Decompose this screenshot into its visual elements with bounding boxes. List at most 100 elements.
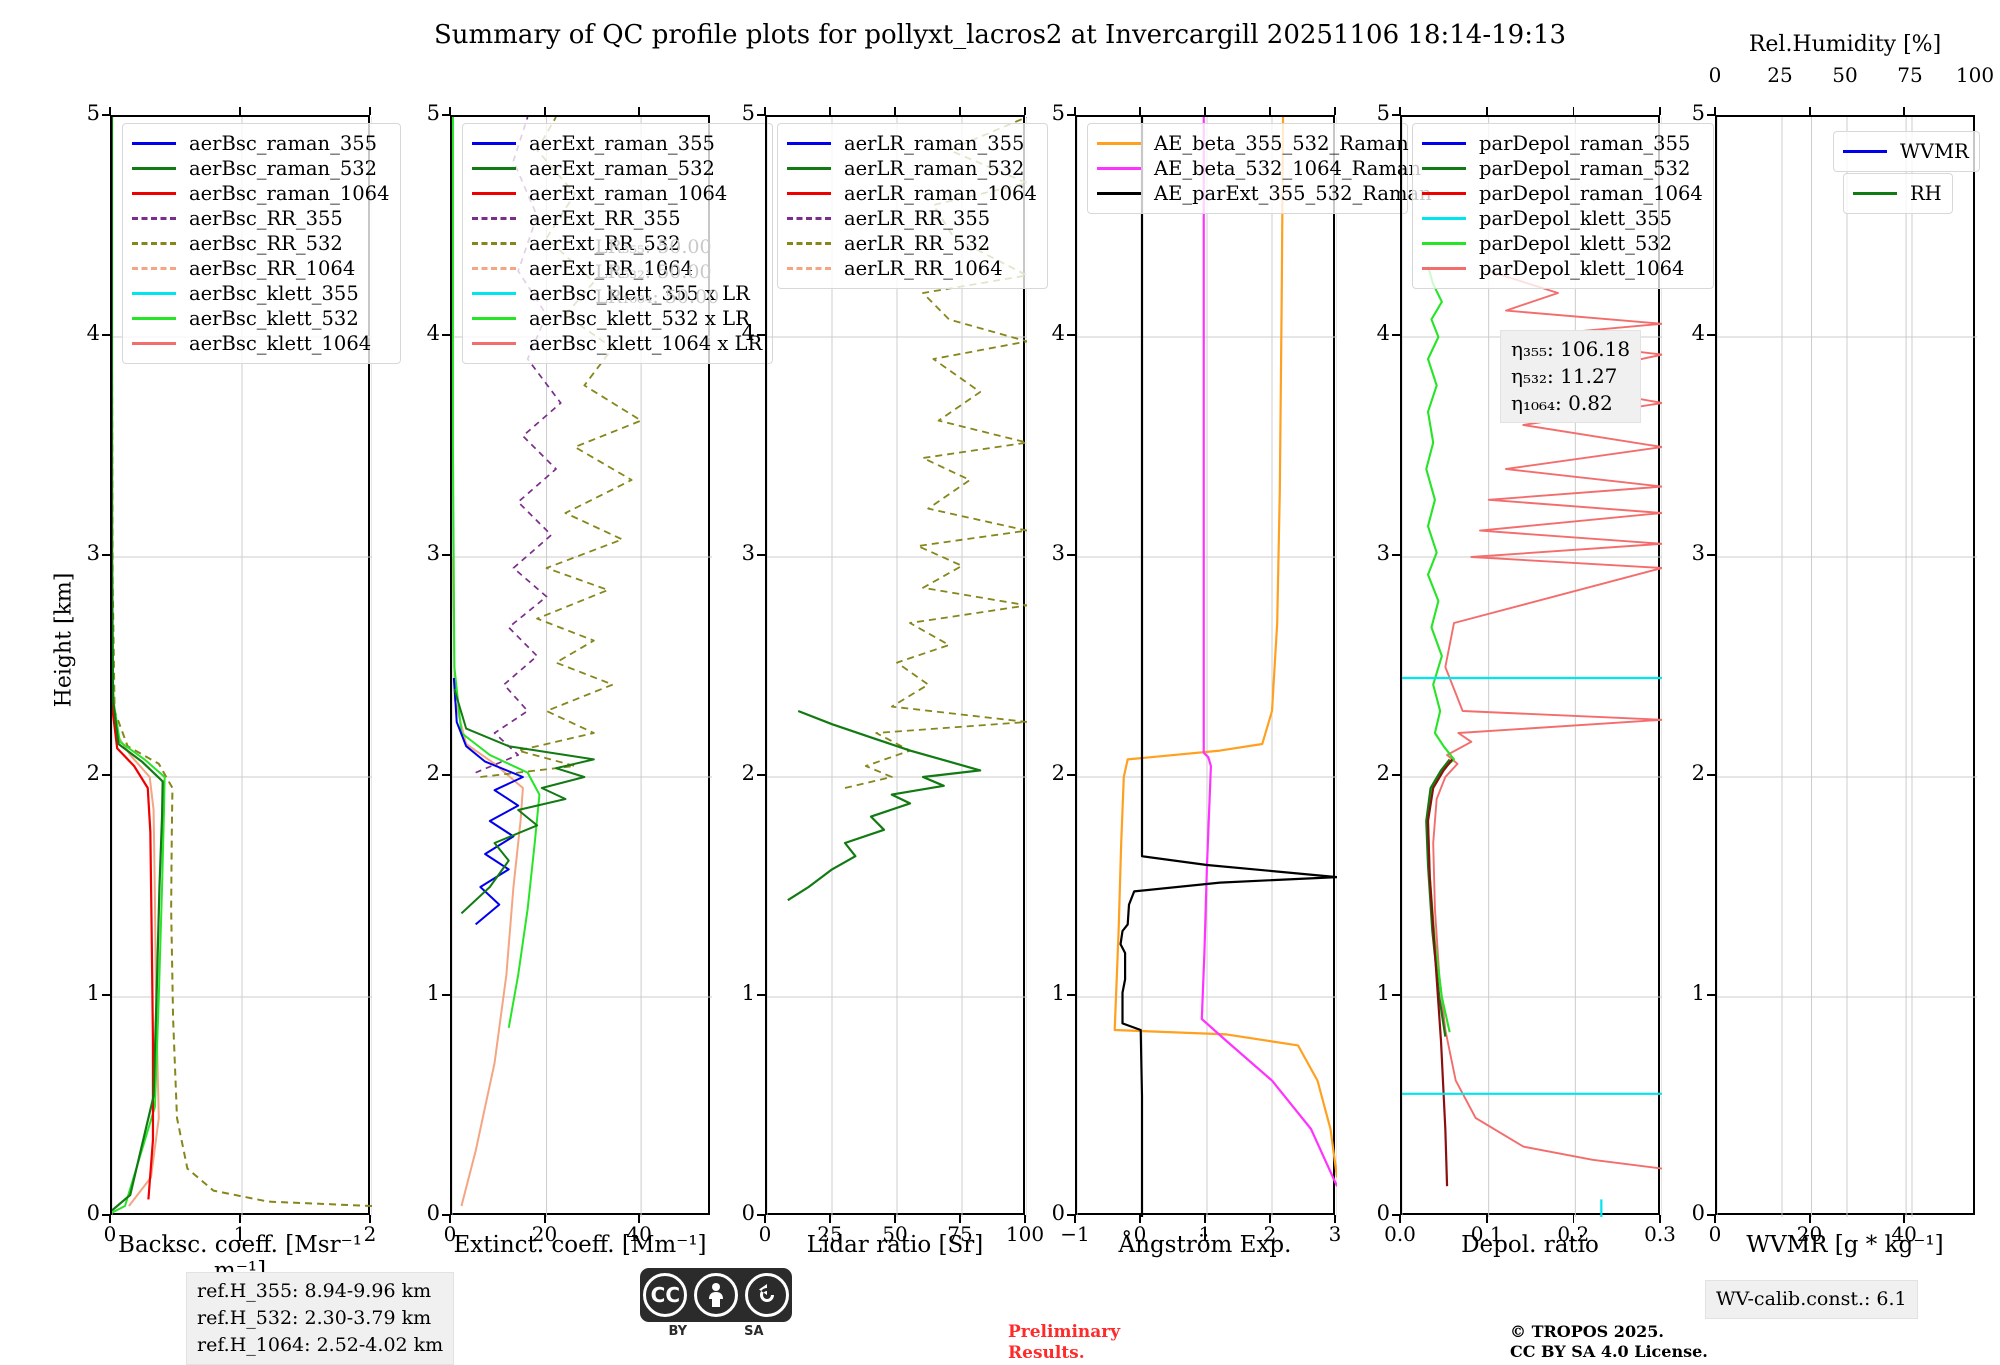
legend-swatch-icon — [472, 192, 516, 195]
x-tickmark-top — [1808, 107, 1811, 115]
legend-swatch-icon — [472, 217, 516, 220]
y-tickmark — [442, 334, 450, 336]
legend-swatch-icon — [1097, 142, 1141, 145]
x-tickmark — [829, 1215, 831, 1223]
legend-extinction[interactable]: aerExt_raman_355 aerExt_raman_532 aerExt_r… — [462, 123, 774, 364]
legend-backscatter[interactable]: aerBsc_raman_355 aerBsc_raman_532 aerBsc_r… — [122, 123, 401, 364]
y-tick-wvmr-rh-4: 4 — [1691, 321, 1705, 345]
legend-swatch-icon — [1422, 167, 1466, 170]
legend-swatch-icon — [787, 217, 831, 220]
x-tickmark — [109, 1215, 111, 1223]
y-tickmark — [102, 114, 110, 116]
legend-swatch-icon — [472, 142, 516, 145]
legend-label: aerBsc_raman_355 — [189, 132, 378, 155]
y-tickmark — [757, 774, 765, 776]
x-tickmark — [1485, 1215, 1488, 1223]
y-tick-lidar-ratio-5: 5 — [741, 101, 755, 125]
y-tickmark — [442, 114, 450, 116]
y-tick-depolarization-1: 1 — [1376, 981, 1390, 1005]
legend-depolarization[interactable]: parDepol_raman_355 parDepol_raman_532 parD… — [1412, 123, 1714, 289]
x-axis-label-angstrom: Ångström Exp. — [1118, 1232, 1292, 1258]
x-axis-label-depolarization: Depol. ratio — [1461, 1232, 1599, 1258]
x-tick-angstrom-2: 1 — [1198, 1222, 1212, 1246]
legend-label: aerExt_raman_532 — [529, 157, 715, 180]
x-tickmark — [1903, 1215, 1906, 1223]
legend-item: aerBsc_RR_1064 — [132, 256, 390, 281]
legend-swatch-icon — [1422, 267, 1466, 270]
y-tick-depolarization-5: 5 — [1376, 101, 1390, 125]
legend-swatch-icon — [472, 317, 516, 320]
x-tickmark-top — [638, 107, 641, 115]
y-tickmark — [1392, 334, 1400, 336]
cc-sa-label: SA — [744, 1324, 764, 1339]
cc-circle-icon: CC — [643, 1273, 688, 1317]
cc-license-badge: CC BY SA — [640, 1268, 792, 1339]
legend-swatch-icon — [472, 242, 516, 245]
legend-wvmr-rh-1[interactable]: RH — [1843, 173, 1953, 214]
y-tick-backscatter-2: 2 — [86, 761, 100, 785]
legend-label: aerExt_RR_532 — [529, 232, 681, 255]
y-tickmark — [1392, 1214, 1400, 1216]
x-tick-lidar-ratio-2: 50 — [882, 1222, 908, 1246]
x-tickmark-top — [1334, 107, 1336, 115]
x-tickmark — [1024, 1215, 1026, 1223]
x-tick-backscatter-0: 0 — [103, 1222, 117, 1246]
legend-label: aerLR_RR_355 — [844, 207, 991, 230]
x-tickmark-top — [1659, 107, 1661, 115]
y-tick-lidar-ratio-4: 4 — [741, 321, 755, 345]
legend-swatch-icon — [1843, 150, 1887, 153]
x-tickmark-top — [543, 107, 546, 115]
x-tick-depolarization-0: 0.0 — [1384, 1222, 1416, 1246]
legend-label: parDepol_raman_1064 — [1479, 182, 1703, 205]
x-tickmark — [1714, 1215, 1716, 1223]
legend-label: aerBsc_klett_1064 x LR — [529, 332, 763, 355]
legend-item: AE_beta_355_532_Raman — [1097, 131, 1409, 156]
y-tickmark — [1392, 114, 1400, 116]
legend-swatch-icon — [1422, 217, 1466, 220]
x-tick-angstrom-0: −1 — [1060, 1222, 1090, 1246]
legend-item: aerExt_raman_1064 — [472, 181, 762, 206]
legend-wvmr-rh-0[interactable]: WVMR — [1833, 131, 1980, 172]
legend-swatch-icon — [787, 267, 831, 270]
legend-label: AE_beta_355_532_Raman — [1154, 132, 1409, 155]
legend-label: aerBsc_klett_532 x LR — [529, 307, 750, 330]
y-tickmark — [1067, 774, 1075, 776]
legend-label: aerExt_RR_1064 — [529, 257, 694, 280]
y-tickmark — [1707, 554, 1715, 556]
y-tick-extinction-4: 4 — [426, 321, 440, 345]
legend-item: AE_beta_532_1064_Raman — [1097, 156, 1421, 181]
plot-area-angstrom — [1077, 117, 1337, 1217]
legend-label: parDepol_raman_532 — [1479, 157, 1691, 180]
legend-label: AE_beta_532_1064_Raman — [1154, 157, 1422, 180]
y-tick-extinction-5: 5 — [426, 101, 440, 125]
wv-calib-annotation: WV-calib.const.: 6.1 — [1705, 1280, 1918, 1319]
legend-swatch-icon — [132, 242, 176, 245]
legend-label: aerBsc_klett_355 x LR — [529, 282, 750, 305]
legend-lidar-ratio[interactable]: aerLR_raman_355 aerLR_raman_532 aerLR_rama… — [777, 123, 1048, 289]
legend-item: aerExt_RR_355 — [472, 206, 762, 231]
legend-label: aerLR_raman_355 — [844, 132, 1025, 155]
legend-label: aerBsc_klett_532 — [189, 307, 359, 330]
x-tick-angstrom-4: 3 — [1328, 1222, 1342, 1246]
legend-swatch-icon — [1097, 167, 1141, 170]
legend-swatch-icon — [132, 167, 176, 170]
x-tickmark — [764, 1215, 766, 1223]
x-tick-depolarization-1: 0.1 — [1470, 1222, 1503, 1246]
y-tickmark — [442, 1214, 450, 1216]
y-tickmark — [1067, 334, 1075, 336]
legend-swatch-icon — [472, 167, 516, 170]
y-tickmark — [442, 554, 450, 556]
legend-swatch-icon — [472, 292, 516, 295]
legend-label: aerLR_RR_1064 — [844, 257, 1003, 280]
x-tickmark-top — [1269, 107, 1271, 115]
legend-swatch-icon — [787, 142, 831, 145]
x-tickmark — [1334, 1215, 1336, 1223]
y-tickmark — [102, 554, 110, 556]
legend-item: aerBsc_RR_355 — [132, 206, 390, 231]
y-tick-backscatter-1: 1 — [86, 981, 100, 1005]
y-tickmark — [1392, 774, 1400, 776]
cc-by-icon — [693, 1273, 738, 1317]
x-tickmark — [369, 1215, 371, 1223]
legend-angstrom[interactable]: AE_beta_355_532_Raman AE_beta_532_1064_Ra… — [1087, 123, 1432, 214]
legend-item: aerBsc_klett_355 x LR — [472, 281, 762, 306]
